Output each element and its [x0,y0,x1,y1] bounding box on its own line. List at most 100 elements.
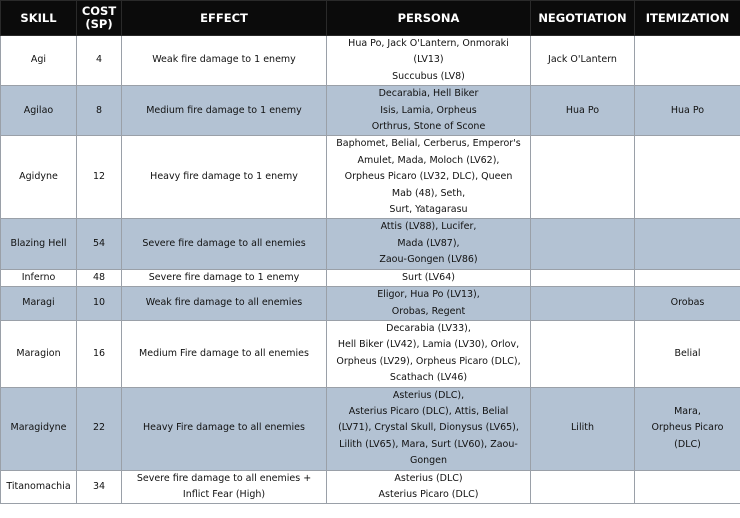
skills-table: SKILL COST (SP) EFFECT PERSONA NEGOTIATI… [0,0,740,505]
table-row: Blazing Hell 54 Severe fire damage to all … [0,218,740,270]
header-cost: COST (SP) [76,0,122,36]
cost-cell: 12 [76,135,122,220]
itemization-cell: Hua Po [634,85,740,137]
effect-cell: Medium fire damage to 1 enemy [121,85,327,137]
header-cost-line2: (SP) [85,17,113,31]
table-row: Inferno 48 Severe fire damage to 1 enemy Su… [0,268,740,288]
table-row: Agilao 8 Medium fire damage to 1 enemy Deca… [0,85,740,137]
persona-line: Asterius (DLC) [394,472,463,484]
persona-line: Hell Biker (LV42), Lamia (LV30), Orlov, [337,339,520,351]
effect-cell: Severe fire damage to all enemies [121,218,327,270]
negotiation-line: Jack O'Lantern [548,54,617,66]
itemization-line: Hua Po [670,104,705,116]
table-body: Agi 4 Weak fire damage to 1 enemy Hua Po, J… [0,34,740,505]
persona-cell: Hua Po, Jack O'Lantern, Onmoraki (LV13) Su… [326,34,531,87]
negotiation-line: Lilith [571,422,594,434]
itemization-cell: Belial [634,319,740,388]
persona-line: Gongen [409,455,448,467]
persona-line: Decarabia (LV33), [386,322,471,334]
persona-cell: Eligor, Hua Po (LV13), Orobas, Regent [326,286,531,321]
persona-line: Succubus (LV8) [392,70,465,82]
effect-line: Weak fire damage to 1 enemy [152,54,296,66]
negotiation-cell [530,319,635,388]
effect-cell: Weak fire damage to 1 enemy [121,34,327,87]
persona-line: Mada (LV87), [397,237,460,249]
cost-cell: 54 [76,218,122,270]
persona-line: Isis, Lamia, Orpheus [380,104,477,116]
persona-cell: Asterius (DLC), Asterius Picaro (DLC), At… [326,386,531,471]
itemization-cell [634,268,740,288]
persona-line: Asterius (DLC), [392,389,465,401]
header-persona: PERSONA [326,0,531,36]
negotiation-cell: Hua Po [530,85,635,137]
table-row: Maragion 16 Medium Fire damage to all enem… [0,319,740,388]
persona-line: Orthrus, Stone of Scone [371,121,486,133]
negotiation-cell [530,286,635,321]
persona-line: Surt, Yatagarasu [389,204,468,216]
itemization-line: Orobas [670,297,705,309]
cost-cell: 8 [76,85,122,137]
skill-cell: Blazing Hell [0,218,77,270]
itemization-line: Orpheus Picaro [651,422,724,434]
cost-cell: 48 [76,268,122,288]
effect-line: Severe fire damage to all enemies [142,237,306,249]
skill-cell: Agi [0,34,77,87]
effect-line: Inflict Fear (High) [182,488,266,500]
negotiation-cell [530,218,635,270]
persona-line: (LV71), Crystal Skull, Dionysus (LV65), [338,422,519,434]
negotiation-cell: Jack O'Lantern [530,34,635,87]
effect-line: Severe fire damage to 1 enemy [148,271,300,283]
persona-line: Eligor, Hua Po (LV13), [377,289,480,301]
itemization-cell [634,34,740,87]
persona-cell: Asterius (DLC) Asterius Picaro (DLC) [326,469,531,505]
persona-cell: Decarabia, Hell Biker Isis, Lamia, Orpheu… [326,85,531,137]
persona-line: Mab (48), Seth, [391,187,466,199]
effect-cell: Medium Fire damage to all enemies [121,319,327,388]
itemization-cell [634,135,740,220]
negotiation-cell [530,268,635,288]
header-negotiation: NEGOTIATION [530,0,635,36]
header-row: SKILL COST (SP) EFFECT PERSONA NEGOTIATI… [0,0,740,36]
skill-cell: Agilao [0,85,77,137]
cost-cell: 10 [76,286,122,321]
persona-line: Orpheus (LV29), Orpheus Picaro (DLC), [336,355,521,367]
persona-line: Asterius Picaro (DLC), Attis, Belial [348,405,509,417]
persona-line: Orpheus Picaro (LV32, DLC), Queen [344,171,513,183]
effect-cell: Heavy Fire damage to all enemies [121,386,327,471]
persona-line: Decarabia, Hell Biker [378,88,479,100]
skill-cell: Maragi [0,286,77,321]
table-row: Maragi 10 Weak fire damage to all enemies E… [0,286,740,321]
negotiation-cell [530,469,635,505]
table-row: Agi 4 Weak fire damage to 1 enemy Hua Po, J… [0,34,740,87]
negotiation-cell [530,135,635,220]
effect-cell: Severe fire damage to 1 enemy [121,268,327,288]
persona-cell: Decarabia (LV33), Hell Biker (LV42), Lami… [326,319,531,388]
header-cost-line1: COST [81,4,117,18]
persona-line: Hua Po, Jack O'Lantern, Onmoraki [348,38,509,49]
header-effect: EFFECT [121,0,327,36]
effect-cell: Weak fire damage to all enemies [121,286,327,321]
persona-line: (LV13) [413,54,444,66]
itemization-line: Belial [674,347,701,359]
skill-cell: Titanomachia [0,469,77,505]
effect-line: Heavy fire damage to 1 enemy [150,171,298,183]
skill-cell: Maragion [0,319,77,388]
cost-cell: 4 [76,34,122,87]
cost-cell: 34 [76,469,122,505]
negotiation-cell: Lilith [530,386,635,471]
skill-cell: Agidyne [0,135,77,220]
persona-line: Attis (LV88), Lucifer, [380,221,477,233]
persona-line: Surt (LV64) [402,271,455,283]
persona-line: Amulet, Mada, Moloch (LV62), [357,154,500,166]
itemization-line: (DLC) [674,438,701,450]
effect-line: Weak fire damage to all enemies [145,297,303,309]
itemization-cell: Mara, Orpheus Picaro (DLC) [634,386,740,471]
skill-cell: Inferno [0,268,77,288]
persona-line: Asterius Picaro (DLC) [378,488,479,500]
itemization-cell: Orobas [634,286,740,321]
persona-cell: Attis (LV88), Lucifer, Mada (LV87), Zaou-G… [326,218,531,270]
effect-line: Severe fire damage to all enemies + [136,472,312,484]
persona-line: Lilith (LV65), Mara, Surt (LV60), Zaou- [339,438,518,450]
skill-cell: Maragidyne [0,386,77,471]
header-skill: SKILL [0,0,77,36]
